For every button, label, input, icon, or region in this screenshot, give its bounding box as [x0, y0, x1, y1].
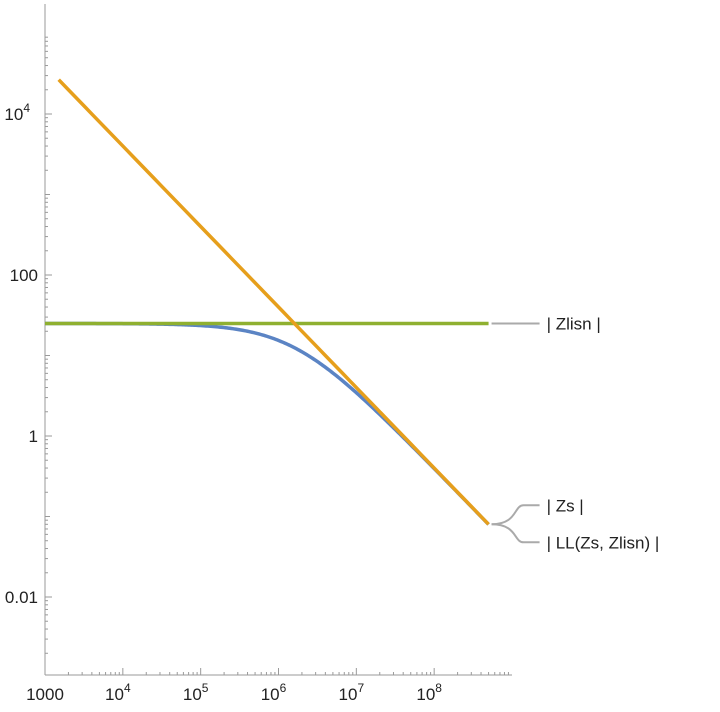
callout-line-ll	[491, 523, 540, 544]
callout-label-zs: | Zs |	[547, 496, 584, 515]
callout-label-zlisn: | Zlisn |	[547, 314, 601, 333]
x-tick-label: 106	[261, 681, 287, 704]
y-tick-label: 100	[10, 266, 38, 285]
legend-callouts: | Zlisn | | Zs | | LL(Zs, Zlisn) |	[491, 314, 660, 552]
y-tick-label: 104	[4, 101, 30, 124]
series-zs-line	[57, 78, 490, 526]
y-tick-label: 0.01	[5, 588, 38, 607]
series-ll-line	[44, 321, 490, 526]
x-tick-label: 1000	[26, 685, 64, 704]
callout-line-zs	[491, 504, 540, 526]
x-tick-label: 105	[183, 681, 209, 704]
x-tick-label: 107	[339, 681, 365, 704]
callout-label-ll: | LL(Zs, Zlisn) |	[547, 533, 660, 552]
x-tick-label: 108	[416, 681, 442, 704]
ticks: 1000 104 105 106 107 108 0.01 1 100 104	[4, 36, 509, 704]
series-layer	[44, 78, 490, 526]
x-tick-label: 104	[105, 681, 131, 704]
y-tick-label: 1	[29, 427, 38, 446]
